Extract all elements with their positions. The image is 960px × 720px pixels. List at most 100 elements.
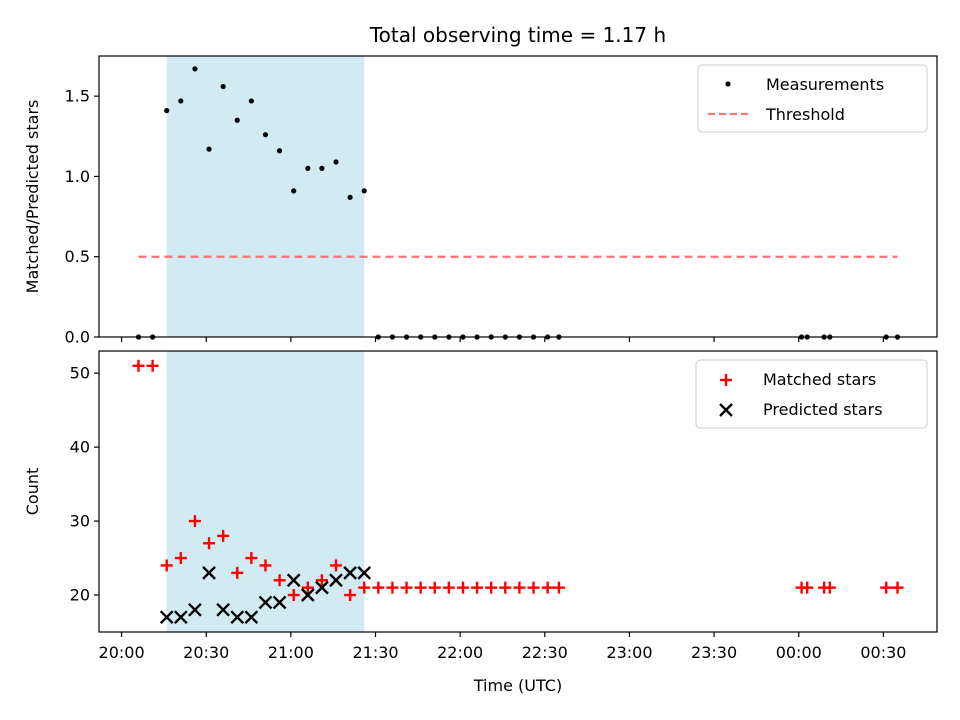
measurement-point [178, 98, 184, 104]
x-axis-label: Time (UTC) [473, 676, 562, 695]
measurement-point [206, 146, 212, 152]
predicted-stars-point [230, 610, 245, 625]
observing-window-shade [166, 351, 365, 632]
predicted-stars-point [202, 565, 216, 580]
matched-stars-point [471, 581, 484, 594]
matched-stars-point [891, 581, 904, 594]
measurement-point [262, 132, 269, 138]
measurement-point [164, 107, 170, 114]
x-tick-label: 20:30 [183, 643, 229, 662]
chart-title: Total observing time = 1.17 h [369, 23, 666, 47]
matched-stars-point [823, 581, 836, 594]
y-tick-label: 30 [70, 512, 90, 531]
ratio-panel: 0.0 0.5 1.0 1.5 Matched/Predicted stars Mea… [23, 55, 938, 347]
measurement-point [319, 165, 325, 171]
legend-threshold-label: Threshold [765, 105, 845, 124]
count-x-axis: 20:00 20:30 21:00 21:30 22:00 22:30 23:00 23:30… [99, 632, 906, 662]
predicted-stars-point [216, 602, 230, 617]
matched-stars-point [217, 529, 230, 542]
matched-stars-point [499, 581, 512, 594]
measurement-point [220, 83, 226, 90]
matched-stars-point [541, 581, 554, 594]
matched-stars-point [231, 566, 244, 579]
count-legend: Matched stars Predicted stars [695, 359, 928, 429]
matched-stars-point [880, 581, 893, 594]
y-tick-label: 40 [70, 438, 90, 457]
y-tick-label: 50 [70, 364, 90, 383]
predicted-stars-point [286, 573, 301, 588]
x-tick-label: 23:00 [606, 643, 652, 662]
matched-stars-point [273, 574, 286, 587]
legend-predicted-marker [719, 403, 733, 417]
matched-stars-point [301, 581, 314, 594]
count-y-axis-label: Count [23, 468, 42, 516]
y-tick-label: 0.0 [65, 328, 90, 347]
x-tick-label: 22:30 [522, 643, 568, 662]
predicted-stars-point [300, 588, 315, 602]
matched-stars-point [456, 581, 469, 594]
predicted-stars-point [329, 573, 343, 588]
measurement-point [248, 98, 254, 104]
matched-stars-point [188, 515, 201, 528]
x-tick-label: 23:30 [691, 643, 737, 662]
matched-stars-point [552, 581, 565, 594]
y-tick-label: 0.5 [65, 247, 90, 266]
matched-stars-point [400, 581, 413, 594]
predicted-stars-point [173, 610, 188, 625]
legend-predicted-label: Predicted stars [763, 400, 883, 419]
x-tick-label: 00:30 [860, 643, 906, 662]
measurement-point [291, 188, 297, 194]
ratio-legend-box [697, 64, 928, 133]
matched-stars-point [513, 581, 526, 594]
count-marks [132, 359, 904, 625]
y-tick-label: 1.0 [65, 167, 90, 186]
predicted-stars-point [315, 580, 329, 595]
measurement-point [276, 148, 283, 154]
legend-matched-label: Matched stars [763, 370, 876, 389]
matched-stars-point [203, 537, 216, 550]
matched-stars-point [160, 559, 173, 572]
matched-stars-point [132, 359, 145, 372]
matched-stars-point [801, 581, 814, 594]
predicted-stars-point [343, 565, 357, 580]
y-tick-label: 1.5 [65, 87, 90, 106]
matched-stars-point [344, 589, 357, 602]
matched-stars-point [330, 559, 343, 572]
matched-stars-point [527, 581, 540, 594]
ratio-y-axis-label: Matched/Predicted stars [23, 100, 42, 294]
count-legend-box [695, 359, 928, 429]
matched-stars-point [174, 552, 187, 565]
measurement-point [305, 165, 311, 171]
x-tick-label: 21:00 [268, 643, 314, 662]
count-plot-frame [98, 350, 938, 633]
matched-stars-point [287, 589, 300, 602]
ratio-legend: Measurements Threshold [697, 64, 928, 133]
predicted-stars-point [159, 610, 174, 625]
predicted-stars-point [272, 595, 287, 610]
y-tick-label: 20 [70, 586, 90, 605]
matched-stars-point [146, 359, 159, 372]
x-tick-label: 00:00 [776, 643, 822, 662]
matched-stars-point [428, 581, 441, 594]
predicted-stars-point [188, 602, 202, 617]
legend-measurements-label: Measurements [766, 75, 884, 94]
x-tick-label: 21:30 [352, 643, 398, 662]
measurement-point [347, 194, 353, 200]
matched-stars-point [414, 581, 427, 594]
matched-stars-point [372, 581, 385, 594]
ratio-plot-frame [98, 55, 938, 338]
matched-stars-point [315, 574, 328, 587]
x-tick-label: 20:00 [99, 643, 145, 662]
matched-stars-point [358, 581, 371, 594]
matched-stars-point [442, 581, 455, 594]
predicted-stars-point [244, 610, 259, 625]
legend-measurements-marker [725, 81, 731, 87]
legend-matched-marker [720, 374, 732, 386]
measurement-point [333, 159, 339, 165]
measurement-point [234, 117, 240, 123]
count-y-axis: 20 30 40 50 [70, 364, 99, 605]
observing-window-shade [166, 56, 365, 337]
matched-stars-point [485, 581, 498, 594]
